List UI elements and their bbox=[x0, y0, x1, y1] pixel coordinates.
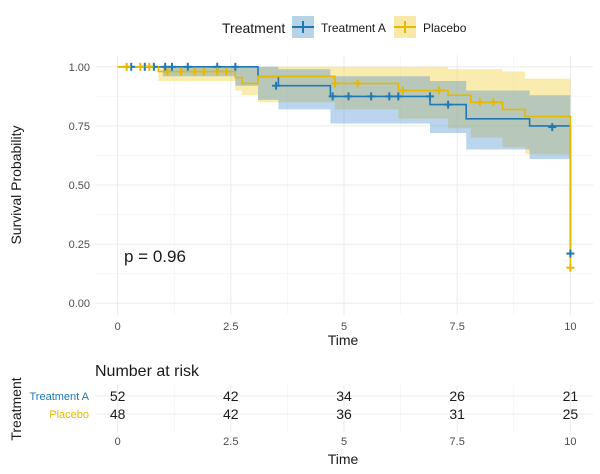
x-tick-label: 7.5 bbox=[450, 321, 465, 333]
risk-cell-placebo: 42 bbox=[223, 406, 239, 422]
legend-label-placebo: Placebo bbox=[423, 21, 467, 35]
risk-row-label-treatment-a: Treatment A bbox=[29, 391, 89, 403]
censor-mark-placebo bbox=[122, 62, 131, 71]
censor-mark-placebo bbox=[435, 86, 444, 95]
risk-cell-treatment-a: 34 bbox=[336, 388, 352, 404]
x-axis-label: Time bbox=[328, 332, 359, 348]
risk-y-axis-label: Treatment bbox=[8, 377, 24, 440]
risk-x-tick-labels: 0 2.5 5 7.5 10 bbox=[115, 436, 577, 448]
legend-label-treatment-a: Treatment A bbox=[321, 21, 386, 35]
risk-row-label-placebo: Placebo bbox=[49, 409, 89, 421]
censor-mark-placebo bbox=[353, 79, 362, 88]
censor-marks bbox=[122, 62, 575, 272]
x-tick-label: 2.5 bbox=[223, 321, 238, 333]
legend-key-placebo bbox=[394, 16, 416, 38]
censor-mark-placebo bbox=[145, 62, 154, 71]
risk-gridlines bbox=[95, 385, 593, 432]
x-tick-labels: 0 2.5 5 7.5 10 bbox=[115, 321, 577, 333]
risk-x-axis-label: Time bbox=[328, 451, 359, 467]
y-tick-label: 0.75 bbox=[69, 121, 90, 133]
censor-mark-treatment-a bbox=[183, 62, 192, 71]
censor-mark-placebo bbox=[177, 67, 186, 76]
censor-mark-placebo bbox=[398, 86, 407, 95]
risk-x-tick-label: 5 bbox=[341, 436, 347, 448]
censor-mark-treatment-a bbox=[385, 92, 394, 101]
survival-plot-panel: 0.00 0.25 0.50 0.75 1.00 0 2.5 5 7.5 10 Time Sur… bbox=[8, 55, 593, 348]
x-tick-label: 5 bbox=[341, 321, 347, 333]
risk-table-cells: 52 42 34 26 21 48 42 36 31 25 bbox=[110, 388, 579, 422]
censor-mark-treatment-a bbox=[426, 92, 435, 101]
risk-cell-placebo: 31 bbox=[449, 406, 465, 422]
y-tick-label: 0.50 bbox=[69, 180, 90, 192]
censor-mark-treatment-a bbox=[344, 92, 353, 101]
x-tick-label: 10 bbox=[564, 321, 576, 333]
p-value-annotation: p = 0.96 bbox=[124, 247, 186, 266]
censor-mark-placebo bbox=[213, 67, 222, 76]
risk-row-labels: Treatment A Placebo bbox=[29, 391, 89, 421]
censor-mark-placebo bbox=[566, 263, 575, 272]
censor-mark-treatment-a bbox=[444, 100, 453, 109]
confidence-bands bbox=[117, 66, 571, 159]
censor-mark-treatment-a bbox=[566, 249, 575, 258]
censor-mark-treatment-a bbox=[548, 123, 557, 132]
risk-cell-placebo: 48 bbox=[110, 406, 126, 422]
y-tick-labels: 0.00 0.25 0.50 0.75 1.00 bbox=[69, 62, 90, 310]
risk-cell-treatment-a: 26 bbox=[449, 388, 465, 404]
censor-mark-treatment-a bbox=[161, 62, 170, 71]
risk-cell-placebo: 25 bbox=[563, 406, 579, 422]
risk-x-tick-label: 7.5 bbox=[450, 436, 465, 448]
risk-cell-treatment-a: 52 bbox=[110, 388, 126, 404]
censor-mark-treatment-a bbox=[167, 62, 176, 71]
ci-band-treatment-a bbox=[117, 66, 571, 159]
censor-mark-placebo bbox=[136, 62, 145, 71]
censor-mark-placebo bbox=[222, 67, 231, 76]
y-tick-label: 0.00 bbox=[69, 298, 90, 310]
censor-mark-placebo bbox=[475, 98, 484, 107]
survival-curve-placebo bbox=[117, 66, 572, 268]
ci-band-placebo bbox=[117, 66, 571, 155]
legend: Treatment Treatment A Placebo bbox=[222, 16, 467, 38]
censor-mark-treatment-a bbox=[367, 92, 376, 101]
y-axis-label: Survival Probability bbox=[8, 125, 24, 244]
censor-mark-treatment-a bbox=[231, 62, 240, 71]
y-tick-label: 0.25 bbox=[69, 239, 90, 251]
risk-x-tick-label: 2.5 bbox=[223, 436, 238, 448]
risk-cell-placebo: 36 bbox=[336, 406, 352, 422]
legend-title: Treatment bbox=[222, 20, 285, 36]
risk-x-tick-label: 0 bbox=[115, 436, 121, 448]
risk-table-title: Number at risk bbox=[95, 363, 200, 380]
y-tick-label: 1.00 bbox=[69, 62, 90, 74]
censor-mark-placebo bbox=[199, 67, 208, 76]
legend-key-treatment-a bbox=[292, 16, 314, 38]
censor-mark-treatment-a bbox=[394, 92, 403, 101]
censor-mark-treatment-a bbox=[272, 81, 281, 90]
risk-table: Number at risk 52 42 34 26 21 48 42 36 31 25 Trea… bbox=[8, 363, 593, 467]
censor-mark-placebo bbox=[163, 67, 172, 76]
censor-mark-placebo bbox=[330, 79, 339, 88]
risk-x-tick-label: 10 bbox=[564, 436, 576, 448]
risk-cell-treatment-a: 21 bbox=[563, 388, 579, 404]
censor-mark-placebo bbox=[489, 98, 498, 107]
risk-cell-treatment-a: 42 bbox=[223, 388, 239, 404]
x-tick-label: 0 bbox=[115, 321, 121, 333]
censor-mark-treatment-a bbox=[328, 92, 337, 101]
censor-mark-placebo bbox=[190, 67, 199, 76]
